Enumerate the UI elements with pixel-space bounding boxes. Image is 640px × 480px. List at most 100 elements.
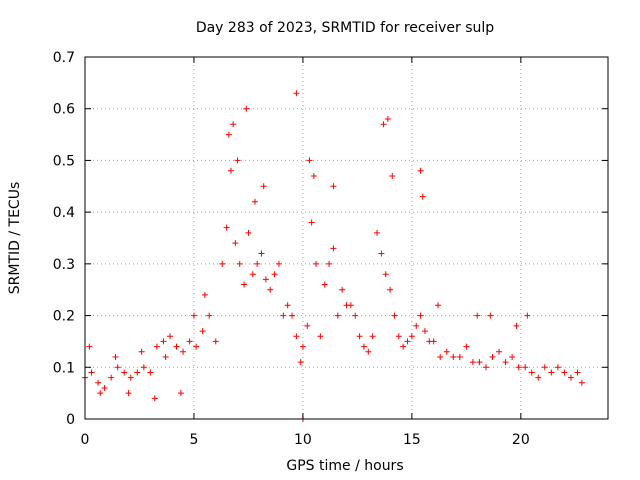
- data-point: [352, 312, 359, 319]
- data-point: [387, 286, 394, 293]
- data-point: [232, 240, 239, 247]
- data-point: [138, 348, 145, 355]
- data-point: [230, 121, 237, 128]
- data-point: [378, 250, 385, 257]
- data-point: [395, 333, 402, 340]
- data-point: [435, 302, 442, 309]
- data-point: [417, 312, 424, 319]
- data-point: [271, 271, 278, 278]
- data-point: [317, 333, 324, 340]
- data-point: [186, 338, 193, 345]
- x-tick-label: 10: [294, 432, 312, 448]
- data-point: [86, 343, 93, 350]
- data-point: [245, 229, 252, 236]
- data-point: [219, 260, 226, 267]
- data-point: [121, 369, 128, 376]
- data-point: [140, 364, 147, 371]
- data-point: [234, 157, 241, 164]
- data-point: [528, 369, 535, 376]
- data-point: [522, 364, 529, 371]
- data-point: [382, 271, 389, 278]
- data-point: [524, 312, 531, 319]
- data-point: [199, 328, 206, 335]
- data-point: [384, 116, 391, 123]
- data-point: [166, 333, 173, 340]
- data-point: [254, 260, 261, 267]
- data-point: [228, 167, 235, 174]
- data-point: [496, 348, 503, 355]
- data-point: [101, 384, 108, 391]
- data-point: [330, 183, 337, 190]
- data-point: [509, 353, 516, 360]
- x-axis-label: GPS time / hours: [286, 458, 403, 474]
- y-tick-label: 0: [66, 412, 75, 428]
- data-point: [127, 374, 134, 381]
- x-tick-label: 0: [81, 432, 90, 448]
- data-point: [243, 105, 250, 112]
- data-point: [374, 229, 381, 236]
- data-point: [97, 390, 104, 397]
- data-point: [321, 281, 328, 288]
- data-point: [206, 312, 213, 319]
- data-point: [515, 364, 522, 371]
- data-point: [162, 353, 169, 360]
- data-point: [380, 121, 387, 128]
- data-point: [160, 338, 167, 345]
- y-axis-label: SRMTID / TECUs: [7, 182, 23, 295]
- data-point: [262, 276, 269, 283]
- data-point: [339, 286, 346, 293]
- data-point: [88, 369, 95, 376]
- data-point: [212, 338, 219, 345]
- chart-title: Day 283 of 2023, SRMTID for receiver sul…: [196, 20, 494, 36]
- data-point: [249, 271, 256, 278]
- data-point: [574, 369, 581, 376]
- data-point: [114, 364, 121, 371]
- data-point: [489, 353, 496, 360]
- data-point: [417, 167, 424, 174]
- data-point: [223, 224, 230, 231]
- y-tick-label: 0.2: [53, 309, 75, 325]
- data-point: [430, 338, 437, 345]
- y-tick-label: 0.5: [53, 153, 75, 169]
- data-point: [284, 302, 291, 309]
- data-point: [251, 198, 258, 205]
- data-point: [151, 395, 158, 402]
- data-point: [419, 193, 426, 200]
- y-tick-label: 0.4: [53, 205, 75, 221]
- data-point: [177, 390, 184, 397]
- data-point: [225, 131, 232, 138]
- data-point: [306, 157, 313, 164]
- data-point: [408, 333, 415, 340]
- y-tick-label: 0.3: [53, 257, 75, 273]
- data-point: [258, 250, 265, 257]
- data-point: [108, 374, 115, 381]
- data-point: [554, 364, 561, 371]
- data-point: [482, 364, 489, 371]
- data-point: [502, 359, 509, 366]
- y-tick-label: 0.1: [53, 360, 75, 376]
- data-point: [389, 172, 396, 179]
- data-point: [289, 312, 296, 319]
- data-point: [193, 343, 200, 350]
- data-point: [147, 369, 154, 376]
- data-point: [450, 353, 457, 360]
- data-point: [404, 338, 411, 345]
- data-point: [548, 369, 555, 376]
- data-point: [443, 348, 450, 355]
- data-point: [541, 364, 548, 371]
- data-point: [293, 333, 300, 340]
- data-point: [487, 312, 494, 319]
- data-point: [297, 359, 304, 366]
- data-point: [437, 353, 444, 360]
- data-point: [260, 183, 267, 190]
- data-point: [304, 322, 311, 329]
- data-point: [275, 260, 282, 267]
- data-point: [173, 343, 180, 350]
- data-point: [400, 343, 407, 350]
- y-tick-label: 0.7: [53, 50, 75, 66]
- data-point: [95, 379, 102, 386]
- data-point: [326, 260, 333, 267]
- data-point: [293, 90, 300, 97]
- data-point: [112, 353, 119, 360]
